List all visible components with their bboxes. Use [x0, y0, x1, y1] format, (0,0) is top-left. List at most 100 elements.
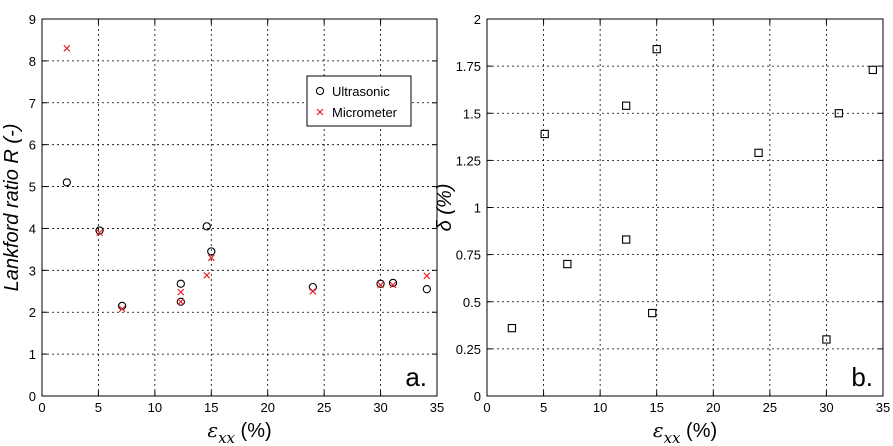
legend-label: Ultrasonic — [332, 84, 390, 99]
panel-a: 0 5 10 15 20 25 30 35 0 1 2 3 4 5 6 7 8 9 Lankford ratio R… — [1, 12, 444, 446]
data-point-circle — [376, 279, 385, 288]
x-axis-label-unit: (%) — [680, 420, 717, 442]
legend: Ultrasonic Micrometer — [306, 75, 412, 127]
y-tick-label: 0 — [474, 389, 481, 404]
x-tick-label: 10 — [148, 400, 162, 415]
y-tick-label: 1.75 — [456, 59, 481, 74]
y-tick-label: 6 — [29, 138, 36, 153]
data-point-cross — [423, 272, 431, 280]
series-micrometer — [63, 44, 431, 313]
data-point-circle — [422, 285, 431, 294]
data-point-cross — [63, 44, 71, 52]
cross-stroke — [207, 254, 215, 262]
x-tick-label: 35 — [430, 400, 444, 415]
x-axis-label: εxx (%) — [653, 418, 717, 446]
cross-stroke — [423, 272, 431, 280]
x-tick-label: 20 — [706, 400, 720, 415]
x-tick-label: 35 — [876, 400, 890, 415]
plot-frame — [41, 18, 438, 397]
y-tick-label: 8 — [29, 54, 36, 69]
x-tick-label: 30 — [373, 400, 387, 415]
legend-marker-circle — [315, 86, 325, 96]
y-tick-label: 7 — [29, 96, 36, 111]
cross-stroke — [316, 108, 324, 116]
data-point-circle — [95, 226, 104, 235]
legend-label: Micrometer — [332, 105, 398, 120]
data-point-square — [622, 235, 631, 244]
data-point-cross — [309, 287, 317, 295]
x-tick-label: 20 — [260, 400, 274, 415]
data-point-square — [868, 65, 877, 75]
x-tick-label: 10 — [593, 400, 607, 415]
x-tick-label: 15 — [649, 400, 663, 415]
data-point-circle — [176, 279, 185, 288]
y-tick-label: 0 — [29, 389, 36, 404]
y-axis-label: δ (%) — [434, 184, 456, 232]
x-tick-label: 0 — [38, 400, 45, 415]
y-tick-label: 0.5 — [463, 295, 481, 310]
data-point-circle — [388, 278, 398, 288]
y-tick-label: 0.25 — [456, 342, 481, 357]
cross-stroke — [118, 305, 126, 313]
data-point-square — [563, 259, 572, 269]
data-point-square — [822, 335, 831, 344]
data-point-circle — [207, 247, 216, 256]
legend-marker-cross — [316, 108, 324, 116]
series-delta — [507, 45, 877, 344]
data-point-square — [754, 148, 763, 157]
plot-frame — [486, 18, 884, 397]
data-point-square — [834, 109, 844, 118]
x-axis-label-unit: (%) — [235, 420, 272, 442]
panel-label: b. — [851, 362, 873, 392]
legend-box — [306, 75, 412, 127]
y-tick-label: 9 — [29, 12, 36, 27]
data-point-cross — [377, 281, 384, 289]
data-point-square — [648, 308, 657, 318]
data-point-cross — [203, 271, 211, 279]
y-tick-label: 1.5 — [463, 106, 481, 121]
x-axis-label-symbol: ε — [653, 418, 664, 442]
data-point-cross — [96, 229, 103, 237]
y-axis-label: Lankford ratio R (-) — [1, 124, 23, 292]
y-tick-label: 1 — [474, 201, 481, 216]
y-tick-label: 5 — [29, 180, 36, 195]
x-tick-label: 15 — [204, 400, 218, 415]
cross-stroke — [377, 281, 384, 289]
series-ultrasonic — [62, 178, 431, 311]
x-tick-label: 25 — [317, 400, 331, 415]
cross-stroke — [389, 281, 397, 289]
data-point-square — [652, 45, 661, 54]
cross-stroke — [63, 44, 71, 52]
panel-b: 0 5 10 15 20 25 30 35 0 0.25 0.5 0.75 1 1.25 1.5 1.75 2 δ… — [434, 12, 890, 446]
x-axis-label-symbol: ε — [207, 418, 218, 442]
panel-label: a. — [405, 362, 427, 392]
data-point-cross — [177, 298, 185, 306]
x-axis-label-subscript: xx — [218, 429, 235, 446]
x-tick-label: 5 — [540, 400, 547, 415]
cross-stroke — [96, 229, 103, 237]
cross-stroke — [177, 298, 185, 306]
data-point-square — [622, 101, 631, 110]
data-point-circle — [202, 222, 211, 231]
data-point-circle — [308, 282, 318, 292]
data-point-square — [540, 129, 549, 139]
cross-stroke — [309, 287, 317, 295]
cross-stroke — [203, 271, 211, 279]
cross-stroke — [177, 288, 185, 296]
data-point-cross — [177, 288, 185, 296]
data-point-cross — [207, 254, 215, 262]
x-axis-label: εxx (%) — [207, 418, 271, 446]
data-point-square — [507, 323, 517, 333]
data-point-cross — [118, 305, 126, 313]
data-point-circle — [62, 178, 71, 187]
y-tick-label: 1.25 — [456, 153, 481, 168]
y-tick-label: 4 — [29, 221, 36, 236]
x-axis-label-subscript: xx — [664, 429, 681, 446]
data-point-cross — [389, 281, 397, 289]
y-tick-label: 3 — [29, 263, 36, 278]
data-point-circle — [176, 297, 185, 306]
y-tick-label: 2 — [29, 305, 36, 320]
x-tick-label: 0 — [483, 400, 490, 415]
